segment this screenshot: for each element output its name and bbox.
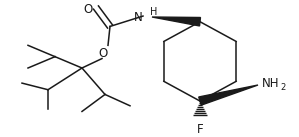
Text: F: F [197,123,203,136]
Text: 2: 2 [280,83,285,92]
Polygon shape [199,85,258,105]
Polygon shape [152,17,200,26]
Text: N: N [134,11,143,24]
Text: O: O [98,47,108,60]
Text: NH: NH [262,77,280,90]
Text: H: H [150,7,157,17]
Text: O: O [83,3,93,16]
